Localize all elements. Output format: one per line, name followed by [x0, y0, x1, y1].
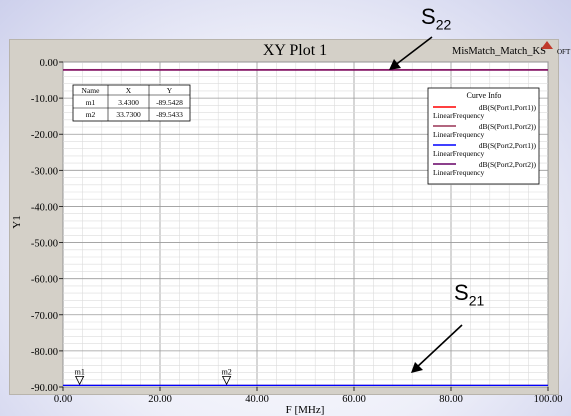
s21-label: S21: [454, 280, 484, 308]
marker-table-cell: m1: [86, 98, 96, 107]
logo-icon: [541, 41, 553, 49]
s22-arrowhead: [389, 59, 401, 70]
series: [63, 69, 548, 386]
legend-series-sub: LinearFrequency: [433, 168, 484, 177]
legend-series-sub: LinearFrequency: [433, 111, 484, 120]
legend: Curve Info dB(S(Port1,Port1))LinearFrequ…: [427, 87, 540, 185]
marker-triangle: [74, 375, 85, 386]
s21-annotation: [411, 324, 463, 373]
marker-table-header: Name: [82, 86, 101, 95]
markers: m1 m2: [74, 367, 232, 386]
marker-label: m2: [222, 367, 232, 376]
s21-main: S: [454, 280, 469, 305]
marker-table-header: Y: [167, 86, 173, 95]
y-tick-label: -10.00: [31, 94, 58, 105]
y-tick-label: -90.00: [31, 383, 58, 394]
x-tick-label: 100.00: [534, 394, 563, 405]
axes: 0.00 20.00 40.00 60.00 80.00 100.00 0.00 -10.00…: [31, 58, 563, 405]
y-tick-label: -20.00: [31, 130, 58, 141]
x-tick-label: 60.00: [342, 394, 366, 405]
x-tick-label: 0.00: [54, 394, 72, 405]
marker-table-cell: 3.4300: [118, 98, 139, 107]
brand-logo: OFT: [541, 41, 571, 56]
x-tick-label: 80.00: [439, 394, 463, 405]
marker-table: Name X Ym1 3.4300 -89.5428 m2 33.7300 -89.5433: [72, 84, 191, 122]
legend-frame: [427, 87, 540, 185]
project-name: MisMatch_Match_KS: [452, 46, 546, 57]
marker-triangle: [221, 375, 232, 386]
s22-annotation: [389, 36, 433, 70]
x-axis-label: F [MHz]: [286, 404, 325, 416]
marker-label: m1: [75, 367, 85, 376]
y-tick-label: -60.00: [31, 275, 58, 286]
y-tick-label: -30.00: [31, 166, 58, 177]
marker-table-cell: -89.5428: [156, 98, 183, 107]
s22-label: S22: [421, 4, 451, 32]
y-tick-label: -80.00: [31, 347, 58, 358]
s22-sub: 22: [435, 16, 452, 33]
marker-table-cell: m2: [86, 110, 96, 119]
y-tick-label: -70.00: [31, 311, 58, 322]
legend-series-name: dB(S(Port1,Port2)): [479, 122, 537, 131]
x-tick-label: 40.00: [245, 394, 269, 405]
legend-series-sub: LinearFrequency: [433, 149, 484, 158]
marker-table-cell: -89.5433: [156, 110, 183, 119]
marker-table-cell: 33.7300: [116, 110, 141, 119]
legend-title: Curve Info: [467, 91, 502, 100]
y-tick-label: -40.00: [31, 202, 58, 213]
chart-title: XY Plot 1: [263, 42, 327, 59]
s21-arrow: [415, 324, 463, 369]
marker-table-frame: [72, 84, 191, 122]
legend-series-sub: LinearFrequency: [433, 130, 484, 139]
legend-series-name: dB(S(Port2,Port1)): [479, 141, 537, 150]
marker-table-header: X: [126, 86, 132, 95]
s21-sub: 21: [468, 292, 485, 309]
s22-arrow: [393, 36, 433, 67]
y-axis-label: Y1: [11, 215, 23, 228]
legend-series-name: dB(S(Port1,Port1)): [479, 103, 537, 112]
logo-text: OFT: [557, 48, 571, 56]
legend-series-name: dB(S(Port2,Port2)): [479, 160, 537, 169]
s22-main: S: [421, 4, 436, 29]
s21-arrowhead: [411, 362, 423, 373]
x-tick-label: 20.00: [148, 394, 172, 405]
y-tick-label: 0.00: [40, 58, 58, 69]
y-tick-label: -50.00: [31, 239, 58, 250]
